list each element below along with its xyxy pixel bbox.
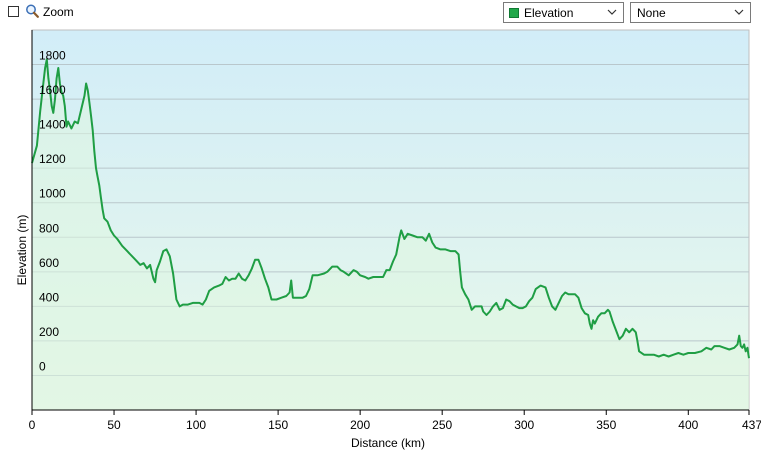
y-tick-label: 1600: [39, 83, 66, 97]
x-tick-label: 400: [678, 418, 698, 432]
x-tick-label: 250: [432, 418, 452, 432]
x-axis-label: Distance (km): [351, 436, 425, 450]
x-tick-label: 350: [596, 418, 616, 432]
x-axis-ticks: 0 50 100 150 200 250 300 350 400 437: [29, 410, 761, 432]
chevron-down-icon: [607, 9, 617, 15]
secondary-dropdown-value: None: [637, 6, 666, 20]
elevation-area: [31, 58, 750, 411]
y-axis-label: Elevation (m): [15, 215, 29, 286]
zoom-label: Zoom: [43, 5, 74, 19]
x-tick-label: 437: [742, 418, 761, 432]
elevation-area-fill: [32, 59, 749, 411]
x-tick-label: 150: [268, 418, 288, 432]
zoom-checkbox[interactable]: [8, 6, 19, 17]
x-tick-label: 50: [107, 418, 121, 432]
y-tick-label: 200: [39, 325, 59, 339]
x-tick-label: 300: [514, 418, 534, 432]
y-tick-label: 1200: [39, 152, 66, 166]
elevation-line: [31, 58, 750, 359]
series-dropdown[interactable]: Elevation: [503, 2, 624, 23]
series-dropdown-value: Elevation: [524, 6, 574, 20]
elevation-chart: 0 200 400 600 800 1000 1200 1400 1600 1800 0 50 100…: [15, 29, 761, 450]
y-tick-label: 600: [39, 256, 59, 270]
y-tick-label: 1400: [39, 118, 66, 132]
secondary-dropdown[interactable]: None: [630, 2, 751, 23]
y-tick-label: 1800: [39, 49, 66, 63]
chevron-down-icon: [734, 9, 744, 15]
series-color-swatch: [509, 8, 519, 18]
magnifier-icon: [26, 4, 39, 18]
y-tick-label: 1000: [39, 187, 66, 201]
x-tick-label: 100: [186, 418, 206, 432]
x-tick-label: 0: [29, 418, 36, 432]
y-axis-ticks: 0 200 400 600 800 1000 1200 1400 1600 1800: [39, 49, 66, 374]
x-tick-label: 200: [350, 418, 370, 432]
chart-toolbar: Zoom Elevation None: [0, 0, 761, 26]
y-tick-label: 0: [39, 359, 46, 373]
y-tick-label: 400: [39, 290, 59, 304]
y-tick-label: 800: [39, 221, 59, 235]
